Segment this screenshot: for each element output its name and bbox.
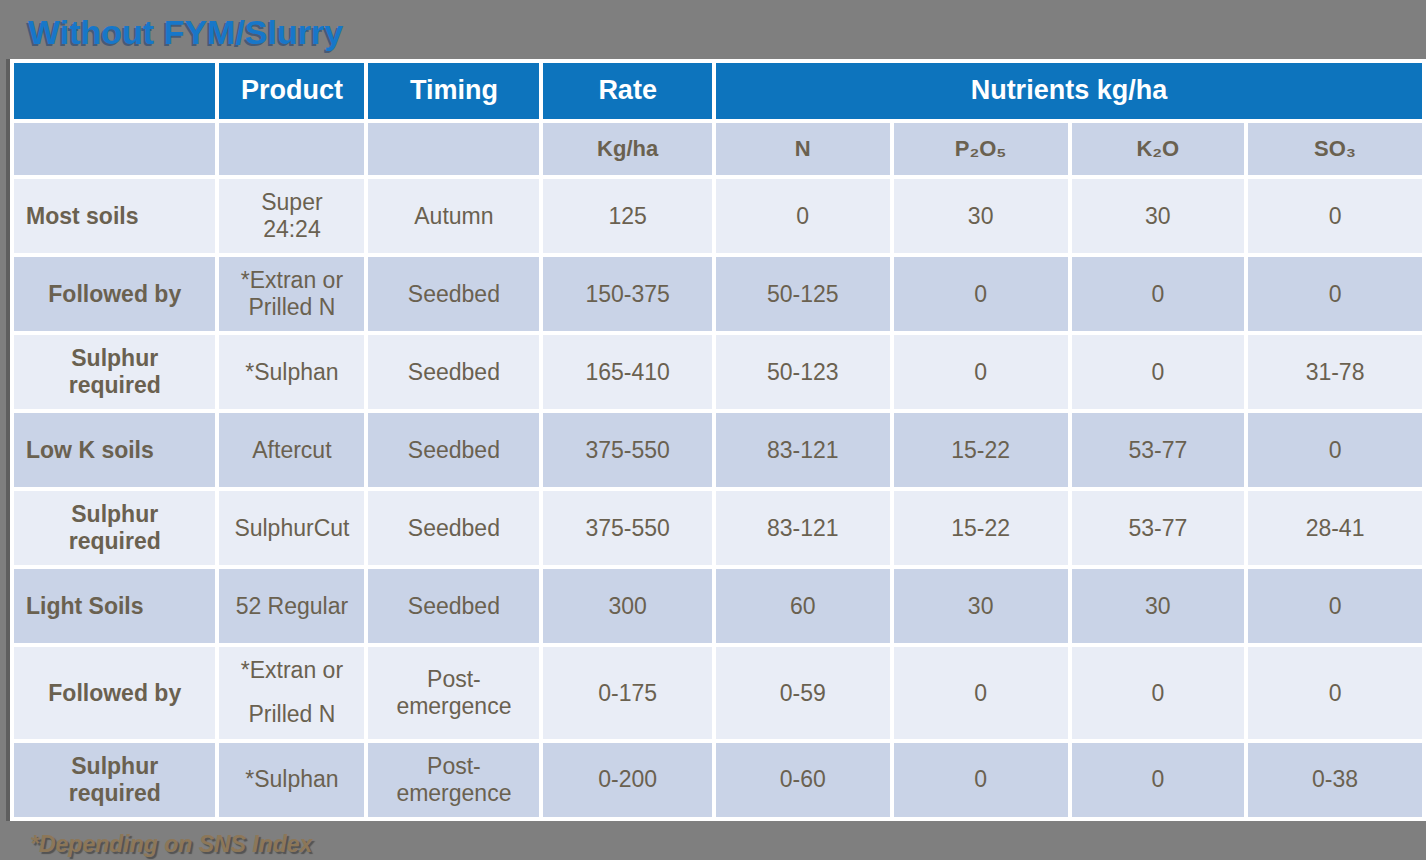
page-title: Without FYM/Slurry (28, 14, 1426, 51)
cell-rate: 375-550 (543, 413, 711, 487)
cell-timing: Seedbed (368, 335, 539, 409)
cell-product: *Sulphan (219, 743, 364, 817)
subheader-row: Kg/ha N P₂O₅ K₂O SO₃ (14, 123, 1422, 175)
cell-product: *Sulphan (219, 335, 364, 409)
cell-so3: 0-38 (1248, 743, 1422, 817)
cell-n: 50-123 (716, 335, 890, 409)
cell-so3: 31-78 (1248, 335, 1422, 409)
header-cell-timing: Timing (368, 63, 539, 119)
table-row: Sulphur required *Sulphan Seedbed 165-41… (14, 335, 1422, 409)
row-label: Sulphur required (14, 491, 215, 565)
row-label: Sulphur required (14, 335, 215, 409)
cell-product: 52 Regular (219, 569, 364, 643)
cell-timing: Seedbed (368, 257, 539, 331)
fertiliser-table-wrapper: Product Timing Rate Nutrients kg/ha Kg/h… (6, 59, 1426, 820)
header-cell-blank (14, 63, 215, 119)
table-row: Followed by *Extran or Prilled N Post- e… (14, 647, 1422, 738)
table-row: Low K soils Aftercut Seedbed 375-550 83-… (14, 413, 1422, 487)
subheader-cell-k2o: K₂O (1072, 123, 1245, 175)
cell-k2o: 0 (1072, 743, 1245, 817)
cell-n: 0-60 (716, 743, 890, 817)
cell-k2o: 30 (1072, 179, 1245, 253)
cell-n: 50-125 (716, 257, 890, 331)
cell-p2o5: 30 (894, 569, 1068, 643)
cell-rate: 375-550 (543, 491, 711, 565)
cell-so3: 0 (1248, 413, 1422, 487)
cell-k2o: 0 (1072, 335, 1245, 409)
cell-product: SulphurCut (219, 491, 364, 565)
cell-k2o: 0 (1072, 647, 1245, 738)
subheader-cell-p2o5: P₂O₅ (894, 123, 1068, 175)
cell-n: 83-121 (716, 491, 890, 565)
cell-product: Super 24:24 (219, 179, 364, 253)
cell-so3: 0 (1248, 257, 1422, 331)
subheader-cell-so3: SO₃ (1248, 123, 1422, 175)
table-row: Followed by *Extran or Prilled N Seedbed… (14, 257, 1422, 331)
cell-rate: 150-375 (543, 257, 711, 331)
cell-n: 60 (716, 569, 890, 643)
cell-so3: 0 (1248, 647, 1422, 738)
cell-product: *Extran or Prilled N (219, 257, 364, 331)
table-row: Light Soils 52 Regular Seedbed 300 60 30… (14, 569, 1422, 643)
cell-timing: Post- emergence (368, 743, 539, 817)
row-label: Low K soils (14, 413, 215, 487)
subheader-cell-n: N (716, 123, 890, 175)
cell-rate: 0-175 (543, 647, 711, 738)
cell-p2o5: 0 (894, 335, 1068, 409)
cell-n: 0-59 (716, 647, 890, 738)
subheader-cell-rate-unit: Kg/ha (543, 123, 711, 175)
cell-k2o: 53-77 (1072, 413, 1245, 487)
cell-n: 0 (716, 179, 890, 253)
cell-product: Aftercut (219, 413, 364, 487)
table-row: Sulphur required SulphurCut Seedbed 375-… (14, 491, 1422, 565)
cell-p2o5: 0 (894, 257, 1068, 331)
subheader-cell-empty (14, 123, 215, 175)
cell-p2o5: 15-22 (894, 413, 1068, 487)
table-body: Most soils Super 24:24 Autumn 125 0 30 3… (14, 179, 1422, 816)
cell-k2o: 53-77 (1072, 491, 1245, 565)
cell-timing: Seedbed (368, 569, 539, 643)
cell-p2o5: 30 (894, 179, 1068, 253)
cell-p2o5: 0 (894, 743, 1068, 817)
subheader-cell-empty (368, 123, 539, 175)
cell-so3: 28-41 (1248, 491, 1422, 565)
cell-rate: 0-200 (543, 743, 711, 817)
cell-timing: Seedbed (368, 491, 539, 565)
table-row: Most soils Super 24:24 Autumn 125 0 30 3… (14, 179, 1422, 253)
cell-timing: Post- emergence (368, 647, 539, 738)
header-cell-nutrients: Nutrients kg/ha (716, 63, 1422, 119)
subheader-cell-empty (219, 123, 364, 175)
row-label: Sulphur required (14, 743, 215, 817)
header-cell-rate: Rate (543, 63, 711, 119)
cell-timing: Seedbed (368, 413, 539, 487)
cell-k2o: 30 (1072, 569, 1245, 643)
header-cell-product: Product (219, 63, 364, 119)
row-label: Light Soils (14, 569, 215, 643)
cell-k2o: 0 (1072, 257, 1245, 331)
cell-n: 83-121 (716, 413, 890, 487)
cell-rate: 300 (543, 569, 711, 643)
row-label: Followed by (14, 257, 215, 331)
cell-p2o5: 0 (894, 647, 1068, 738)
cell-rate: 125 (543, 179, 711, 253)
fertiliser-table: Product Timing Rate Nutrients kg/ha Kg/h… (10, 59, 1426, 820)
cell-so3: 0 (1248, 569, 1422, 643)
cell-rate: 165-410 (543, 335, 711, 409)
row-label: Most soils (14, 179, 215, 253)
cell-product: *Extran or Prilled N (219, 647, 364, 738)
row-label: Followed by (14, 647, 215, 738)
footnote: *Depending on SNS Index (30, 831, 1426, 858)
table-row: Sulphur required *Sulphan Post- emergenc… (14, 743, 1422, 817)
cell-timing: Autumn (368, 179, 539, 253)
header-row: Product Timing Rate Nutrients kg/ha (14, 63, 1422, 119)
cell-p2o5: 15-22 (894, 491, 1068, 565)
cell-so3: 0 (1248, 179, 1422, 253)
